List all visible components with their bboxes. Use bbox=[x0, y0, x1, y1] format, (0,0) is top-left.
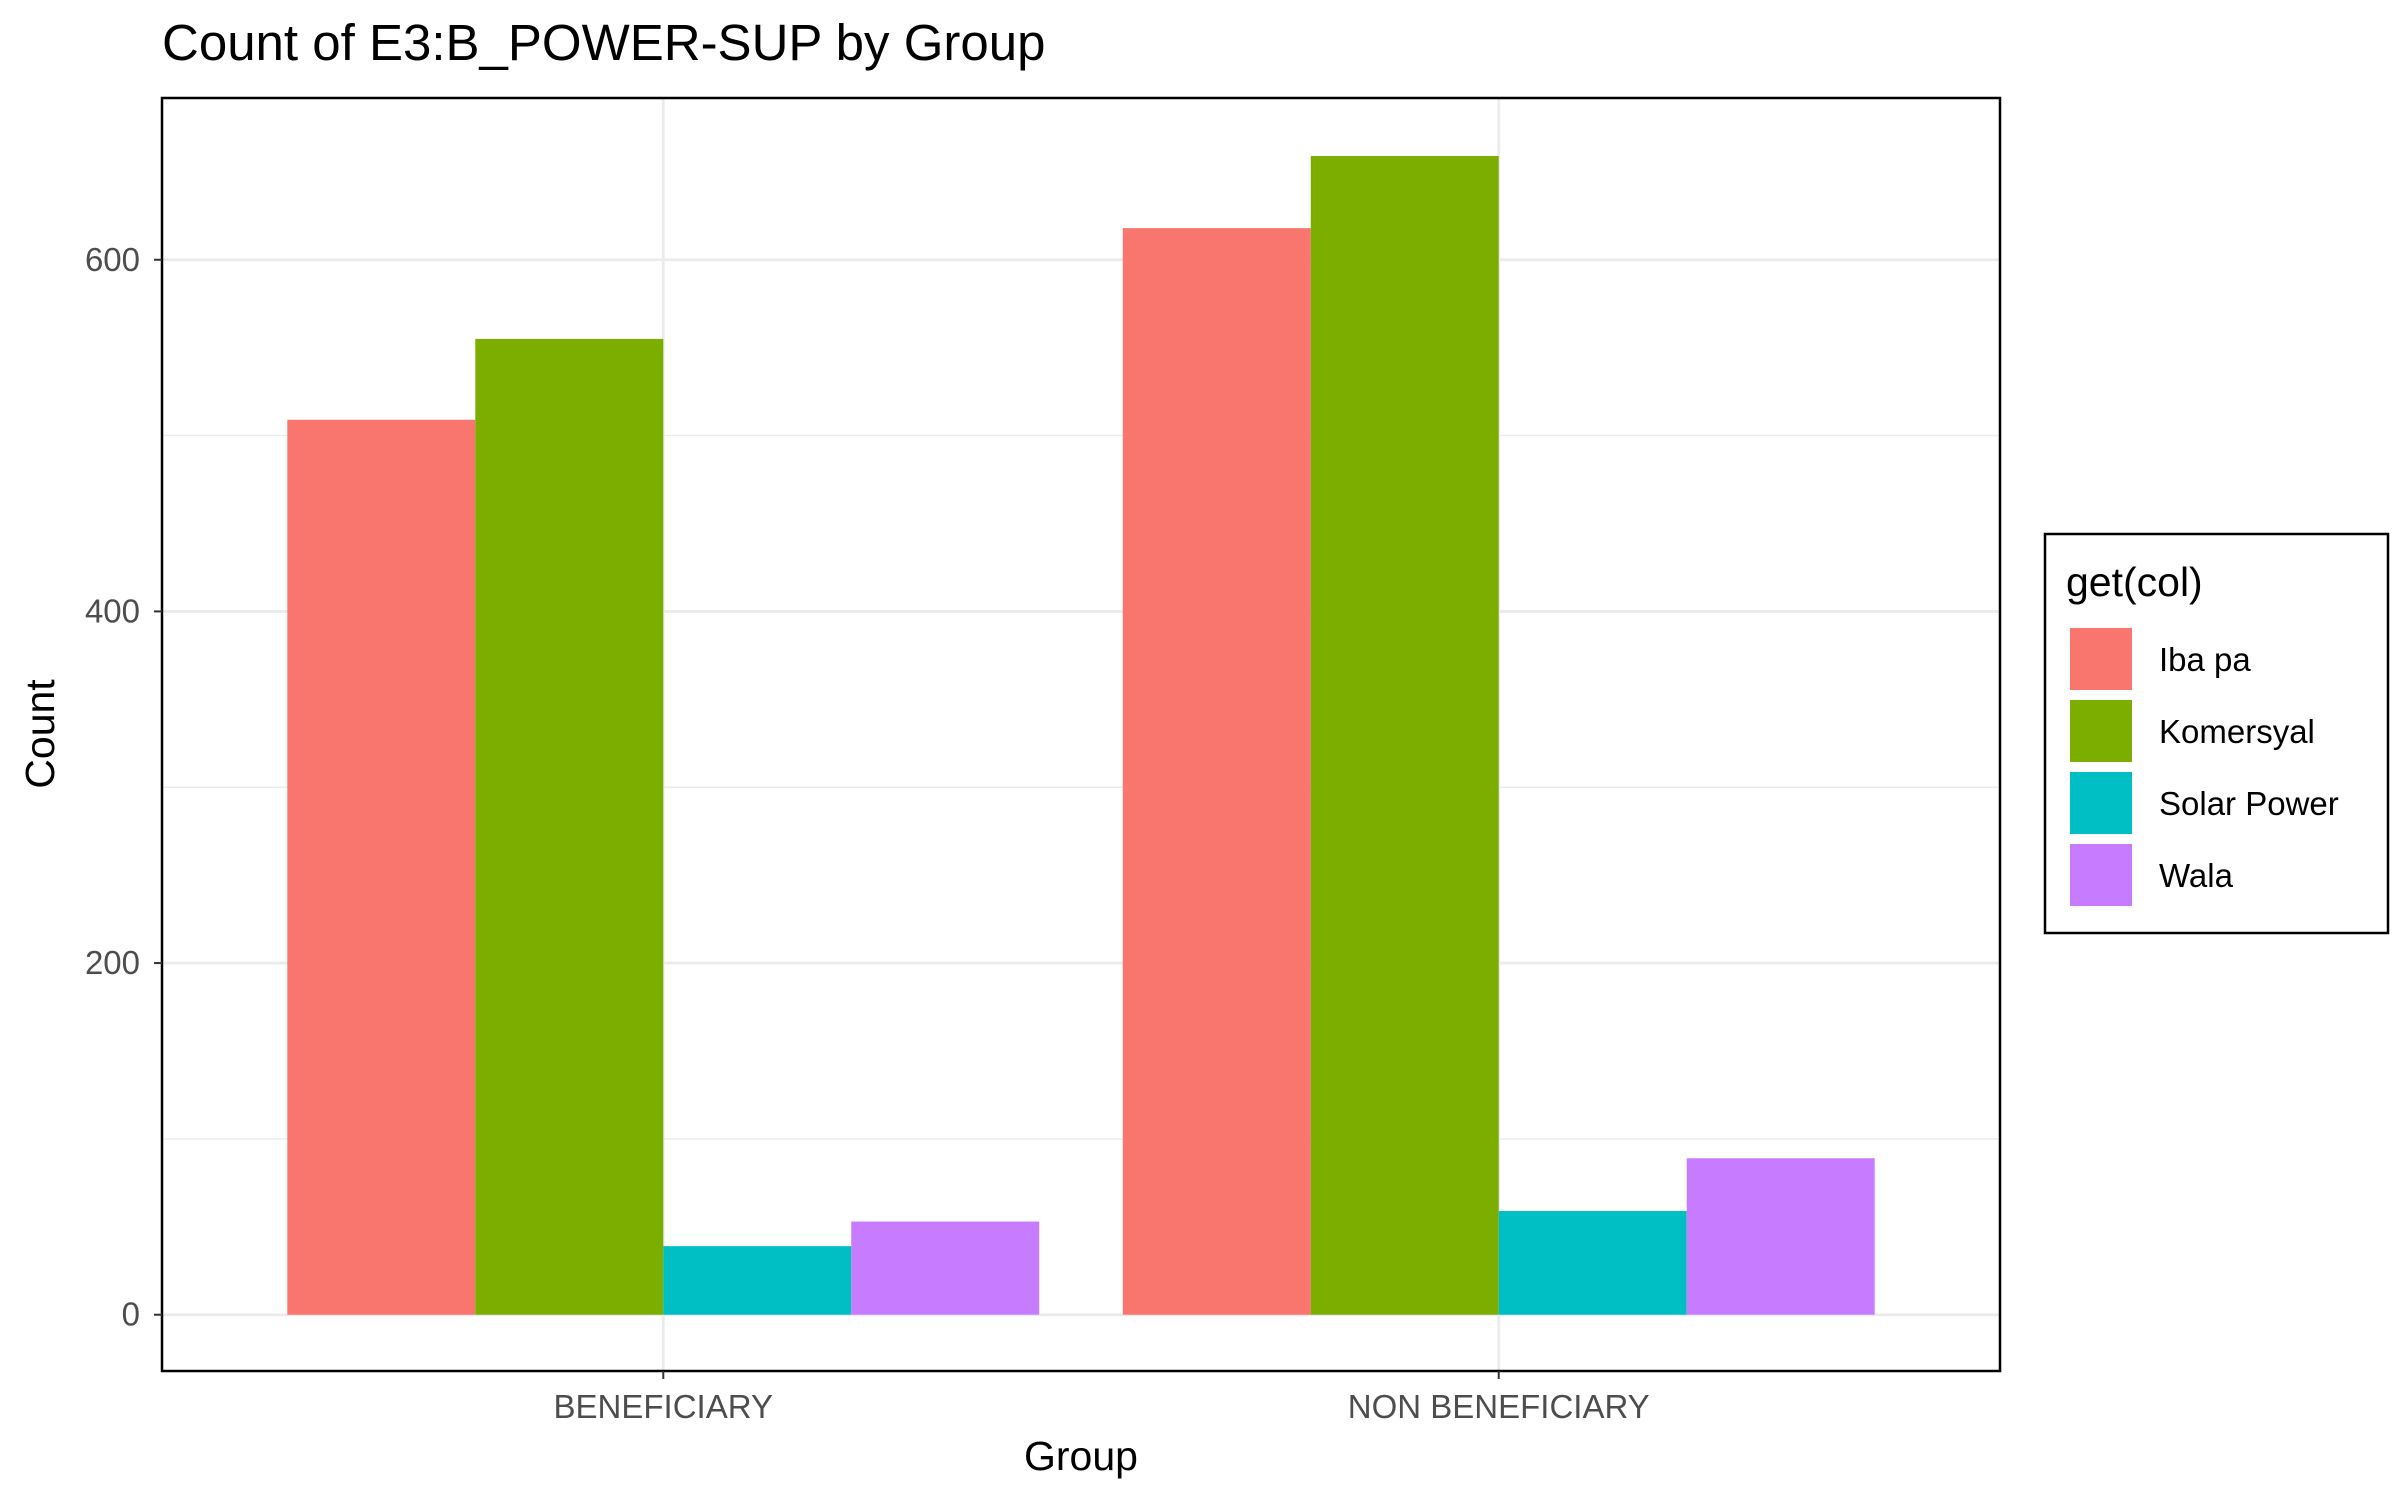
y-tick-label: 0 bbox=[122, 1296, 140, 1333]
legend-items: Iba pa Komersyal Solar Power Wala bbox=[2067, 626, 2339, 908]
legend-label: Solar Power bbox=[2159, 785, 2339, 822]
bar-wala-non-beneficiary bbox=[1686, 1158, 1875, 1315]
legend-label: Komersyal bbox=[2159, 713, 2315, 750]
bar-komersyal-beneficiary bbox=[475, 338, 664, 1315]
legend-swatch bbox=[2070, 700, 2132, 762]
x-axis-title: Group bbox=[1024, 1433, 1138, 1479]
y-axis-ticks: 0 200 400 600 bbox=[85, 241, 162, 1333]
legend-swatch bbox=[2070, 844, 2132, 906]
bars-layer bbox=[287, 156, 1875, 1315]
x-tick-label: NON BENEFICIARY bbox=[1348, 1388, 1650, 1425]
bar-iba-pa-beneficiary bbox=[287, 419, 476, 1315]
bar-solar-power-beneficiary bbox=[663, 1246, 852, 1315]
bar-komersyal-non-beneficiary bbox=[1310, 156, 1499, 1315]
bar-solar-power-non-beneficiary bbox=[1498, 1210, 1687, 1315]
x-axis-ticks: BENEFICIARY NON BENEFICIARY bbox=[554, 1371, 1650, 1425]
bar-wala-beneficiary bbox=[851, 1221, 1040, 1315]
y-tick-label: 400 bbox=[85, 592, 140, 629]
legend-label: Iba pa bbox=[2159, 641, 2251, 678]
y-tick-label: 200 bbox=[85, 944, 140, 981]
legend-title: get(col) bbox=[2066, 559, 2203, 605]
legend-label: Wala bbox=[2159, 857, 2234, 894]
legend-swatch bbox=[2070, 628, 2132, 690]
chart-title: Count of E3:B_POWER-SUP by Group bbox=[162, 14, 1045, 71]
x-tick-label: BENEFICIARY bbox=[554, 1388, 773, 1425]
y-tick-label: 600 bbox=[85, 241, 140, 278]
bar-iba-pa-non-beneficiary bbox=[1122, 228, 1311, 1315]
legend: get(col) Iba pa Komersyal Solar Power Wala bbox=[2043, 532, 2390, 935]
legend-swatch bbox=[2070, 772, 2132, 834]
panel-border bbox=[160, 96, 2002, 1373]
y-axis-title: Count bbox=[17, 679, 63, 789]
